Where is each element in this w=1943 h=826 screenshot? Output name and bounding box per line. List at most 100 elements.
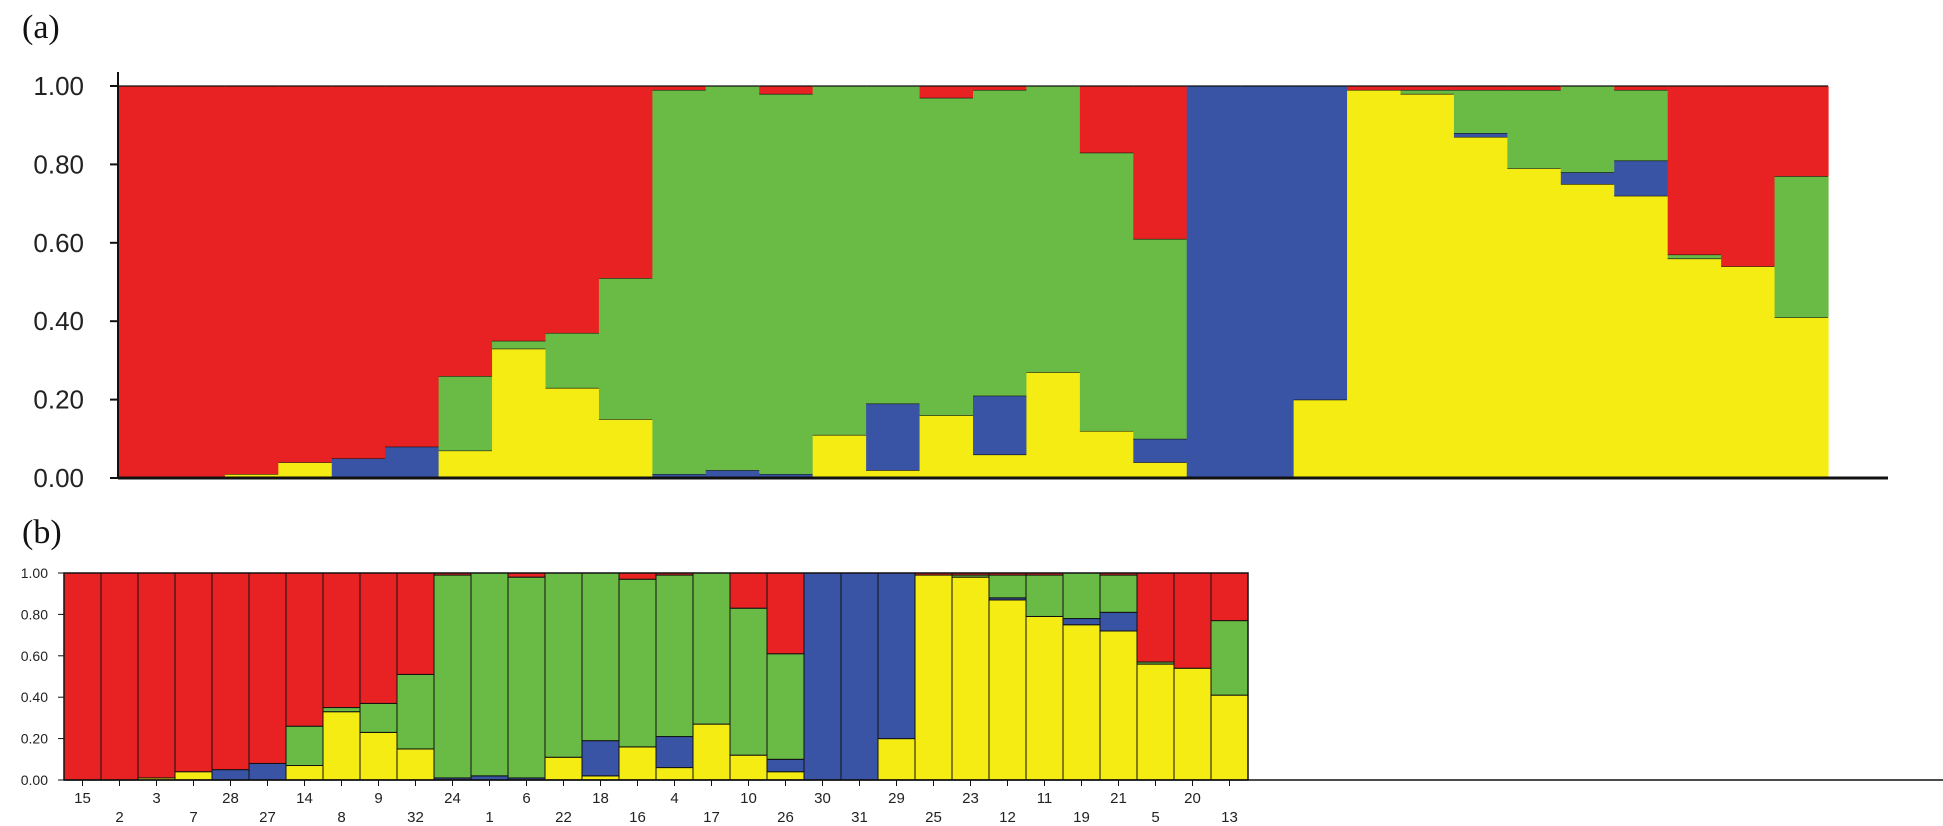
bar-segment-b xyxy=(692,572,731,725)
bar-segment-b xyxy=(766,572,805,655)
bar-segment-b xyxy=(1210,572,1249,622)
bar-segment-a xyxy=(545,86,600,333)
bar-segment-b xyxy=(359,702,398,733)
bar-segment-a xyxy=(1133,462,1188,478)
bar-segment-b xyxy=(1025,574,1064,617)
category-label: 2 xyxy=(115,809,123,826)
bar-segment-a xyxy=(652,89,707,475)
category-label: 12 xyxy=(999,809,1016,826)
bar-segment-a xyxy=(438,86,493,377)
bar-segment-a xyxy=(598,278,653,420)
bar-segment-a xyxy=(1667,254,1722,259)
bar-segment-b xyxy=(655,767,694,781)
bar-segment-b xyxy=(1210,620,1249,696)
y-tick-label-a: 0.60 xyxy=(33,228,84,258)
bar-segment-a xyxy=(224,474,279,478)
bar-segment-a xyxy=(1721,86,1776,267)
bar-segment-b xyxy=(618,572,657,580)
y-tick-label-a: 0.00 xyxy=(33,463,84,493)
category-label: 19 xyxy=(1073,809,1090,826)
category-label: 18 xyxy=(592,790,609,807)
bar-segment-a xyxy=(331,86,386,459)
category-label: 9 xyxy=(374,790,382,807)
panel-a-plot: 0.00 0.20 0.40 0.60 0.80 1.00 xyxy=(33,71,1888,493)
bar-segment-b xyxy=(581,572,620,742)
bar-segment-b xyxy=(1099,574,1138,613)
panel-b-label: (b) xyxy=(22,514,62,551)
bar-segment-b xyxy=(692,723,731,781)
bar-segment-b xyxy=(322,707,361,713)
bar-segment-b xyxy=(988,574,1027,599)
bar-segment-a xyxy=(492,86,547,341)
category-label: 7 xyxy=(189,809,197,826)
bar-segment-a xyxy=(973,86,1028,90)
bar-segment-a xyxy=(812,434,867,478)
bar-segment-a xyxy=(919,86,974,98)
category-label: 32 xyxy=(407,809,424,826)
bar-segment-b xyxy=(1099,611,1138,632)
bar-segment-b xyxy=(729,607,768,756)
y-tick-label-b: 0.00 xyxy=(21,772,48,788)
bar-segment-b xyxy=(581,740,620,777)
category-label: 27 xyxy=(259,809,276,826)
bar-segment-b xyxy=(544,756,583,781)
bar-segment-b xyxy=(285,765,324,781)
bar-segment-b xyxy=(1062,618,1101,626)
bar-segment-a xyxy=(1453,89,1508,134)
bar-segment-b xyxy=(174,572,213,773)
y-tick-label-b: 0.20 xyxy=(21,731,48,747)
category-label: 4 xyxy=(670,790,678,807)
category-label: 16 xyxy=(629,809,646,826)
y-tick-label-a: 1.00 xyxy=(33,71,84,101)
bar-segment-a xyxy=(1721,266,1776,478)
category-label: 25 xyxy=(925,809,942,826)
category-label: 28 xyxy=(222,790,239,807)
category-label: 10 xyxy=(740,790,757,807)
bar-segment-b xyxy=(211,769,250,781)
bar-segment-b xyxy=(766,771,805,781)
bar-segment-b xyxy=(1099,630,1138,781)
bar-segment-b xyxy=(285,725,324,767)
bar-segment-b xyxy=(655,574,694,738)
bar-segment-b xyxy=(322,711,361,781)
bar-segment-a xyxy=(1507,168,1562,478)
bar-segment-a xyxy=(652,86,707,90)
bar-segment-b xyxy=(1173,572,1212,669)
y-tick-label-a: 0.80 xyxy=(33,149,84,179)
bar-segment-a xyxy=(973,454,1028,478)
bar-segment-a xyxy=(973,395,1028,455)
category-label: 29 xyxy=(888,790,905,807)
bar-segment-a xyxy=(1347,89,1402,479)
bar-segment-a xyxy=(1133,238,1188,439)
bar-segment-a xyxy=(1186,86,1241,478)
category-label: 26 xyxy=(777,809,794,826)
bar-segment-b xyxy=(655,736,694,769)
bar-segment-a xyxy=(1560,172,1615,184)
bar-segment-a xyxy=(1026,86,1081,373)
category-label: 15 xyxy=(74,790,91,807)
bar-segment-a xyxy=(438,376,493,451)
bar-segment-b xyxy=(729,572,768,609)
bar-segment-b xyxy=(840,572,879,781)
bar-segment-b xyxy=(63,572,102,781)
category-label: 17 xyxy=(703,809,720,826)
bar-segment-a xyxy=(1453,86,1508,90)
y-tick-label-a: 0.20 xyxy=(33,385,84,415)
bar-segment-a xyxy=(1667,86,1722,255)
bar-segment-a xyxy=(759,474,814,478)
bar-segment-a xyxy=(224,86,279,475)
bar-segment-a xyxy=(759,86,814,94)
bar-segment-a xyxy=(118,86,173,478)
bar-segment-a xyxy=(1560,86,1615,173)
bar-segment-b xyxy=(1062,572,1101,620)
bar-segment-a xyxy=(545,387,600,478)
category-label: 11 xyxy=(1037,790,1053,807)
bar-segment-a xyxy=(973,89,1028,396)
category-label: 31 xyxy=(851,809,868,826)
bar-segment-b xyxy=(1210,694,1249,781)
bar-segment-b xyxy=(951,576,990,781)
bar-segment-a xyxy=(1614,195,1669,478)
bar-segment-a xyxy=(812,86,867,435)
bar-segment-a xyxy=(705,470,760,478)
bar-segment-a xyxy=(1293,399,1348,478)
